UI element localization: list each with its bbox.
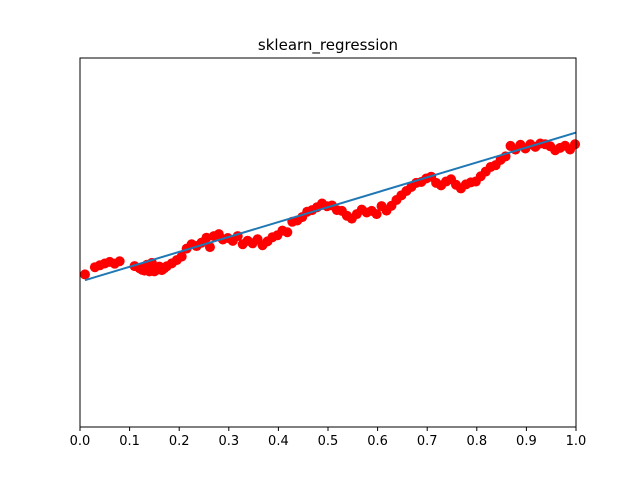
x-tick-label-0: 0.0 bbox=[70, 434, 91, 449]
scatter-point-22 bbox=[176, 251, 187, 262]
x-tick-label-6: 0.6 bbox=[367, 434, 388, 449]
x-axis: 0.0 0.1 0.2 0.3 0.4 0.5 0.6 0.7 0.8 0.9 1.0 bbox=[70, 427, 587, 449]
x-tick-label-7: 0.7 bbox=[417, 434, 438, 449]
x-tick-label-4: 0.4 bbox=[268, 434, 289, 449]
plot-area bbox=[79, 131, 581, 282]
x-tick-label-3: 0.3 bbox=[218, 434, 239, 449]
scatter-point-62 bbox=[371, 209, 382, 220]
scatter-point-0 bbox=[79, 269, 90, 280]
x-tick-label-2: 0.2 bbox=[169, 434, 190, 449]
chart-title: sklearn_regression bbox=[258, 36, 398, 55]
regression-line bbox=[84, 131, 577, 282]
x-tick-label-10: 1.0 bbox=[566, 434, 587, 449]
scatter-point-28 bbox=[204, 242, 215, 253]
scatter-point-102 bbox=[570, 139, 581, 150]
scatter-point-6 bbox=[114, 256, 125, 267]
x-tick-label-5: 0.5 bbox=[318, 434, 339, 449]
x-tick-label-9: 0.9 bbox=[516, 434, 537, 449]
scatter-point-27 bbox=[201, 232, 212, 243]
x-tick-label-8: 0.8 bbox=[466, 434, 487, 449]
scatter-point-44 bbox=[282, 227, 293, 238]
x-tick-label-1: 0.1 bbox=[119, 434, 140, 449]
